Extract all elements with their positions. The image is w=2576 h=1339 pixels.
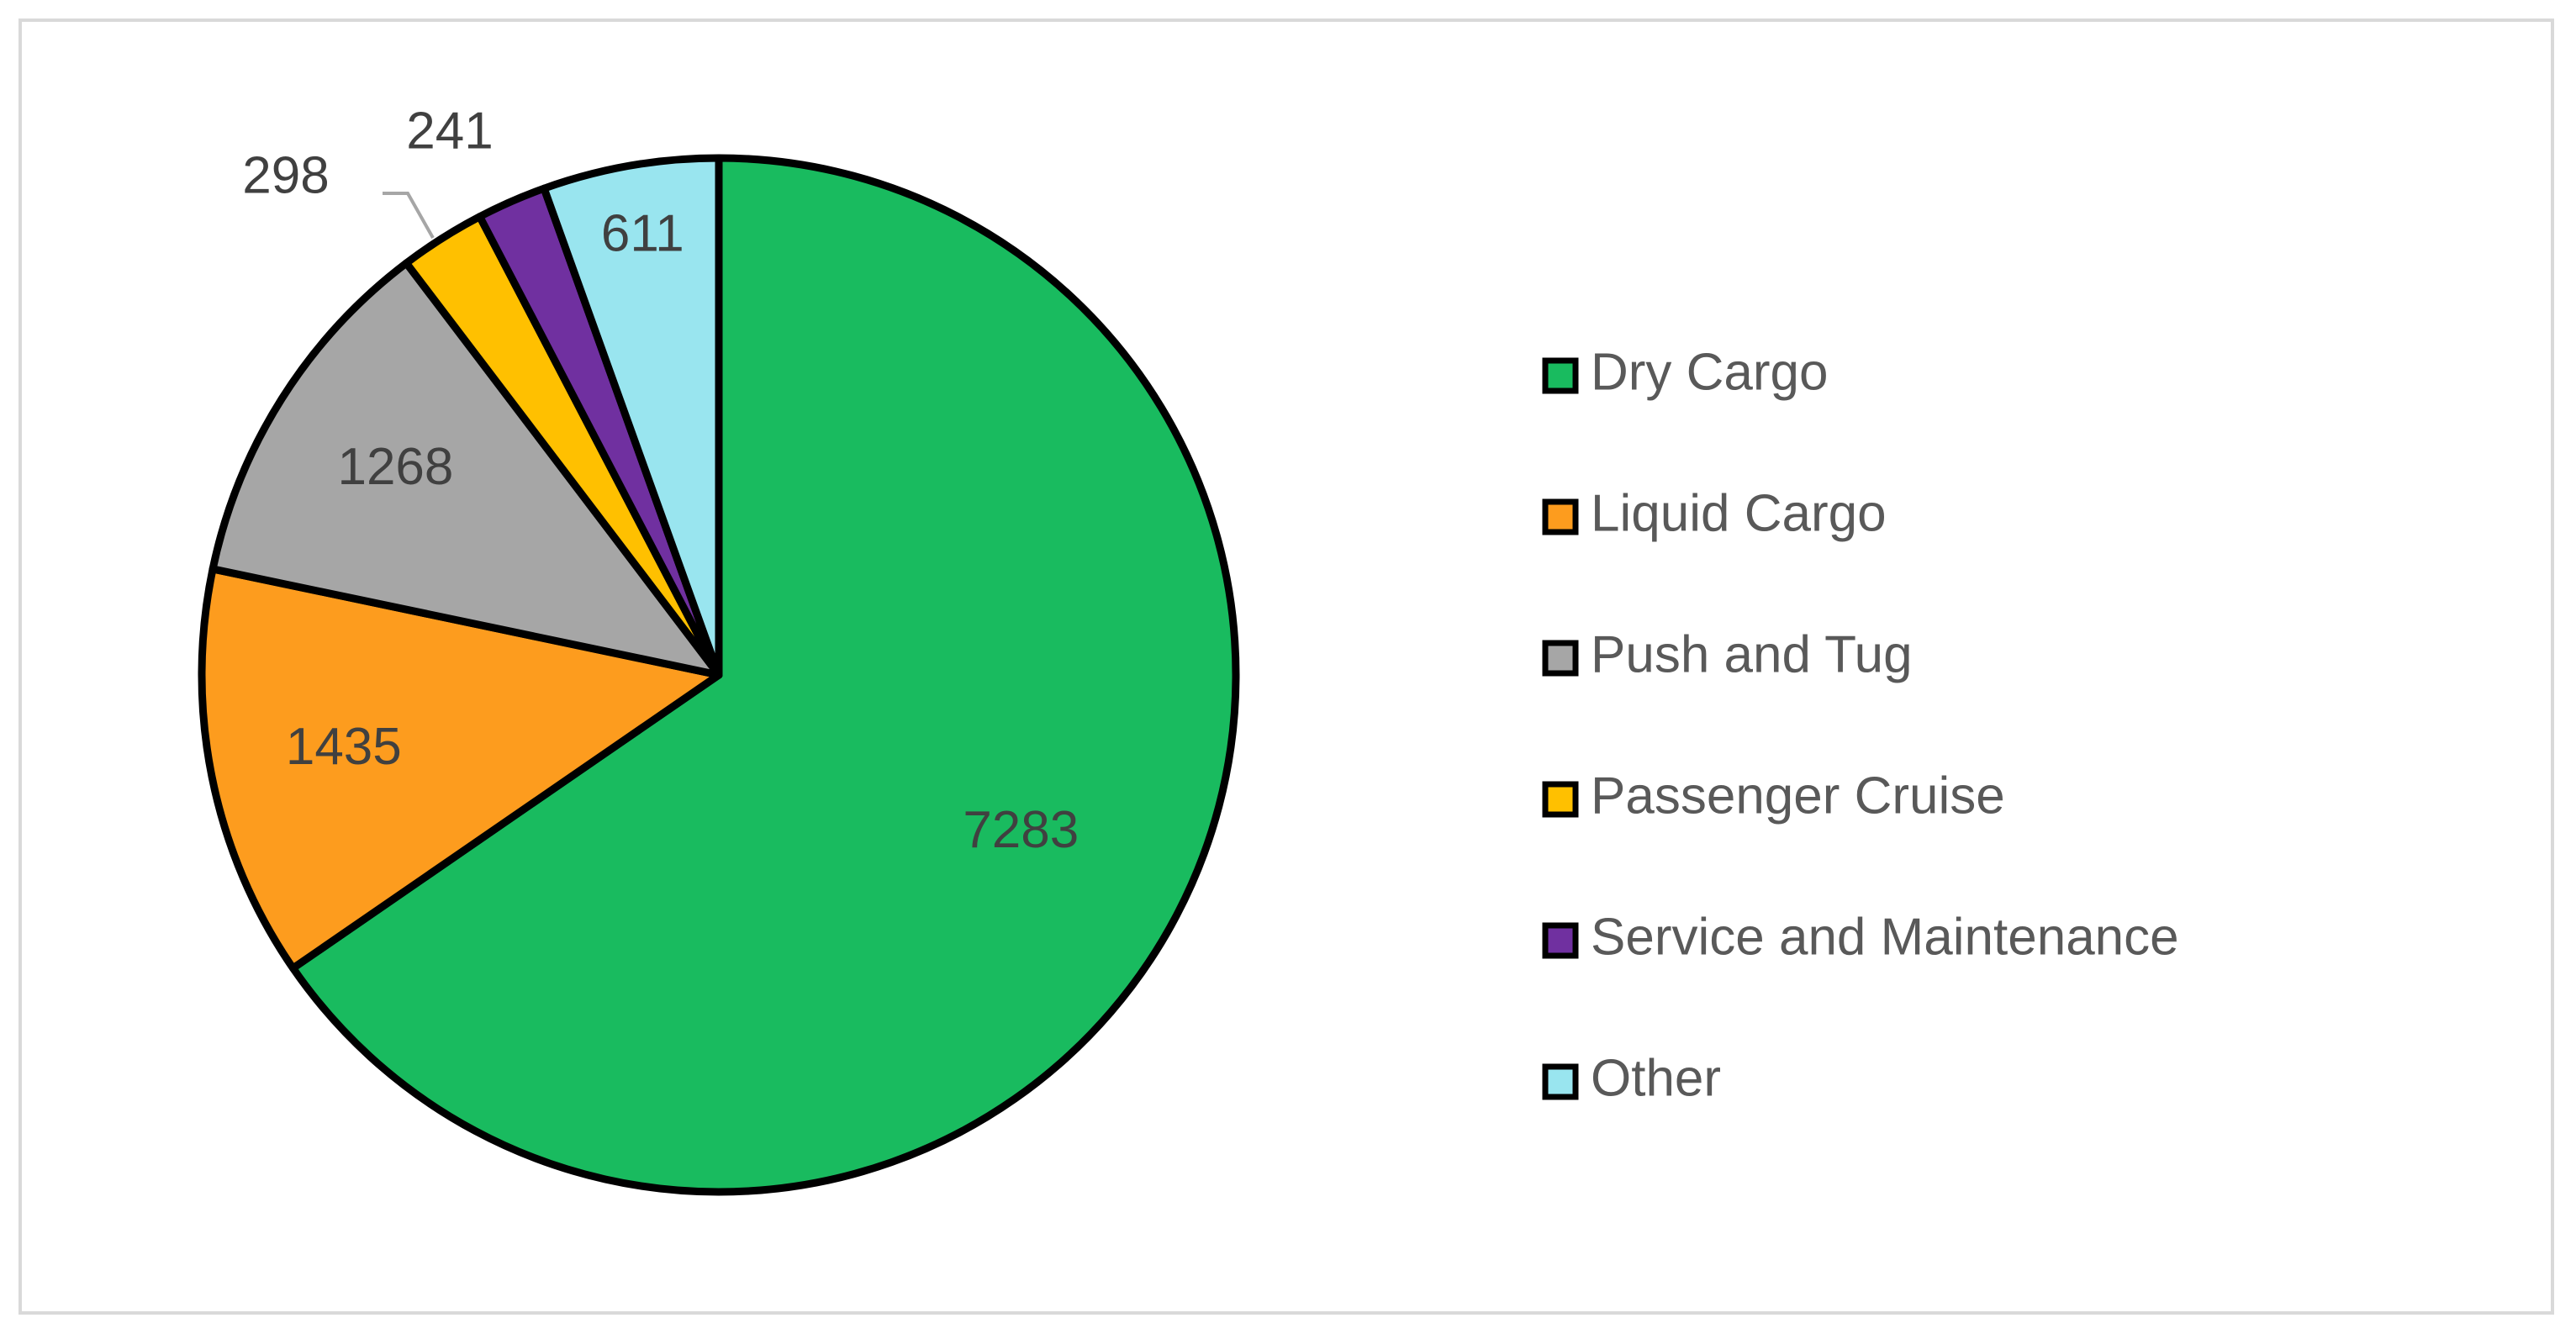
legend-swatch-service-and-maintenance (1542, 922, 1579, 959)
data-label-liquid-cargo: 1435 (286, 718, 402, 776)
legend-label-dry-cargo: Dry Cargo (1591, 343, 1829, 401)
legend-item-liquid-cargo: Liquid Cargo (1542, 484, 1887, 542)
data-labels: 7283 1435 1268 298 241 611 (242, 102, 1079, 859)
leader-line-passenger-cruise (383, 192, 435, 239)
legend-swatch-other (1542, 1063, 1579, 1100)
pie-slice-other (540, 154, 723, 679)
legend-label-passenger-cruise: Passenger Cruise (1591, 767, 2005, 825)
data-label-passenger-cruise: 298 (242, 146, 329, 204)
legend-swatch-liquid-cargo (1542, 498, 1579, 535)
legend-label-service-and-maintenance: Service and Maintenance (1591, 908, 2179, 966)
pie-slice-dry-cargo (289, 154, 1240, 1196)
legend-label-liquid-cargo: Liquid Cargo (1591, 484, 1887, 542)
legend-item-service-and-maintenance: Service and Maintenance (1542, 908, 2179, 966)
legend-item-push-and-tug: Push and Tug (1542, 625, 1913, 683)
data-label-push-and-tug: 1268 (337, 438, 453, 496)
legend-item-other: Other (1542, 1049, 1721, 1107)
leader-lines (383, 192, 435, 239)
data-label-dry-cargo: 7283 (963, 801, 1079, 859)
legend-item-passenger-cruise: Passenger Cruise (1542, 767, 2005, 825)
legend-swatch-dry-cargo (1542, 357, 1579, 394)
pie-slice-push-and-tug (209, 259, 723, 679)
legend: Dry Cargo Liquid Cargo Push and Tug Passeng… (1542, 343, 2179, 1107)
data-label-other: 611 (601, 204, 684, 262)
legend-item-dry-cargo: Dry Cargo (1542, 343, 1829, 401)
legend-swatch-push-and-tug (1542, 640, 1579, 677)
data-label-service-and-maintenance: 241 (406, 102, 493, 160)
pie-slices (198, 154, 1240, 1196)
legend-label-push-and-tug: Push and Tug (1591, 625, 1913, 683)
pie-slice-liquid-cargo (198, 565, 723, 973)
legend-label-other: Other (1591, 1049, 1721, 1107)
legend-swatch-passenger-cruise (1542, 781, 1579, 818)
